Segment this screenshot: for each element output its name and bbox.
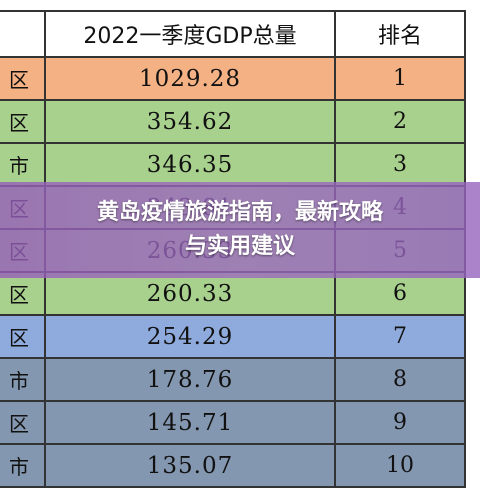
region-cell: 区 xyxy=(0,400,46,445)
header-rank: 排名 xyxy=(334,10,466,58)
gdp-value-cell: 1029.28 xyxy=(44,56,336,101)
region-cell: 市 xyxy=(0,443,46,488)
table-row: 区 254.29 7 xyxy=(0,314,466,359)
table-row: 市 346.35 3 xyxy=(0,142,466,187)
table-row: 市 135.07 10 xyxy=(0,443,466,488)
rank-cell: 10 xyxy=(334,443,466,488)
rank-cell: 1 xyxy=(334,56,466,101)
rank-cell: 2 xyxy=(334,99,466,144)
gdp-value-cell: 178.76 xyxy=(44,357,336,402)
gdp-value-cell: 346.35 xyxy=(44,142,336,187)
gdp-value-cell: 254.29 xyxy=(44,314,336,359)
gdp-value-cell: 145.71 xyxy=(44,400,336,445)
gdp-value-cell: 135.07 xyxy=(44,443,336,488)
region-cell: 市 xyxy=(0,357,46,402)
gdp-value-cell: 354.62 xyxy=(44,99,336,144)
title-line-2: 与实用建议 xyxy=(184,234,295,259)
table-row: 区 260.33 6 xyxy=(0,271,466,316)
header-region xyxy=(0,10,46,58)
region-cell: 区 xyxy=(0,314,46,359)
table-header-row: 2022一季度GDP总量 排名 xyxy=(0,10,466,58)
rank-cell: 6 xyxy=(334,271,466,316)
rank-cell: 3 xyxy=(334,142,466,187)
title-line-1: 黄岛疫情旅游指南，最新攻略 xyxy=(96,200,383,225)
header-gdp-total: 2022一季度GDP总量 xyxy=(44,10,336,58)
region-cell: 市 xyxy=(0,142,46,187)
region-cell: 区 xyxy=(0,56,46,101)
gdp-value-cell: 260.33 xyxy=(44,271,336,316)
article-title-banner: 黄岛疫情旅游指南，最新攻略 与实用建议 xyxy=(0,182,480,278)
region-cell: 区 xyxy=(0,99,46,144)
table-row: 区 145.71 9 xyxy=(0,400,466,445)
table-row: 区 354.62 2 xyxy=(0,99,466,144)
rank-cell: 9 xyxy=(334,400,466,445)
table-row: 市 178.76 8 xyxy=(0,357,466,402)
rank-cell: 7 xyxy=(334,314,466,359)
table-row: 区 1029.28 1 xyxy=(0,56,466,101)
rank-cell: 8 xyxy=(334,357,466,402)
region-cell: 区 xyxy=(0,271,46,316)
